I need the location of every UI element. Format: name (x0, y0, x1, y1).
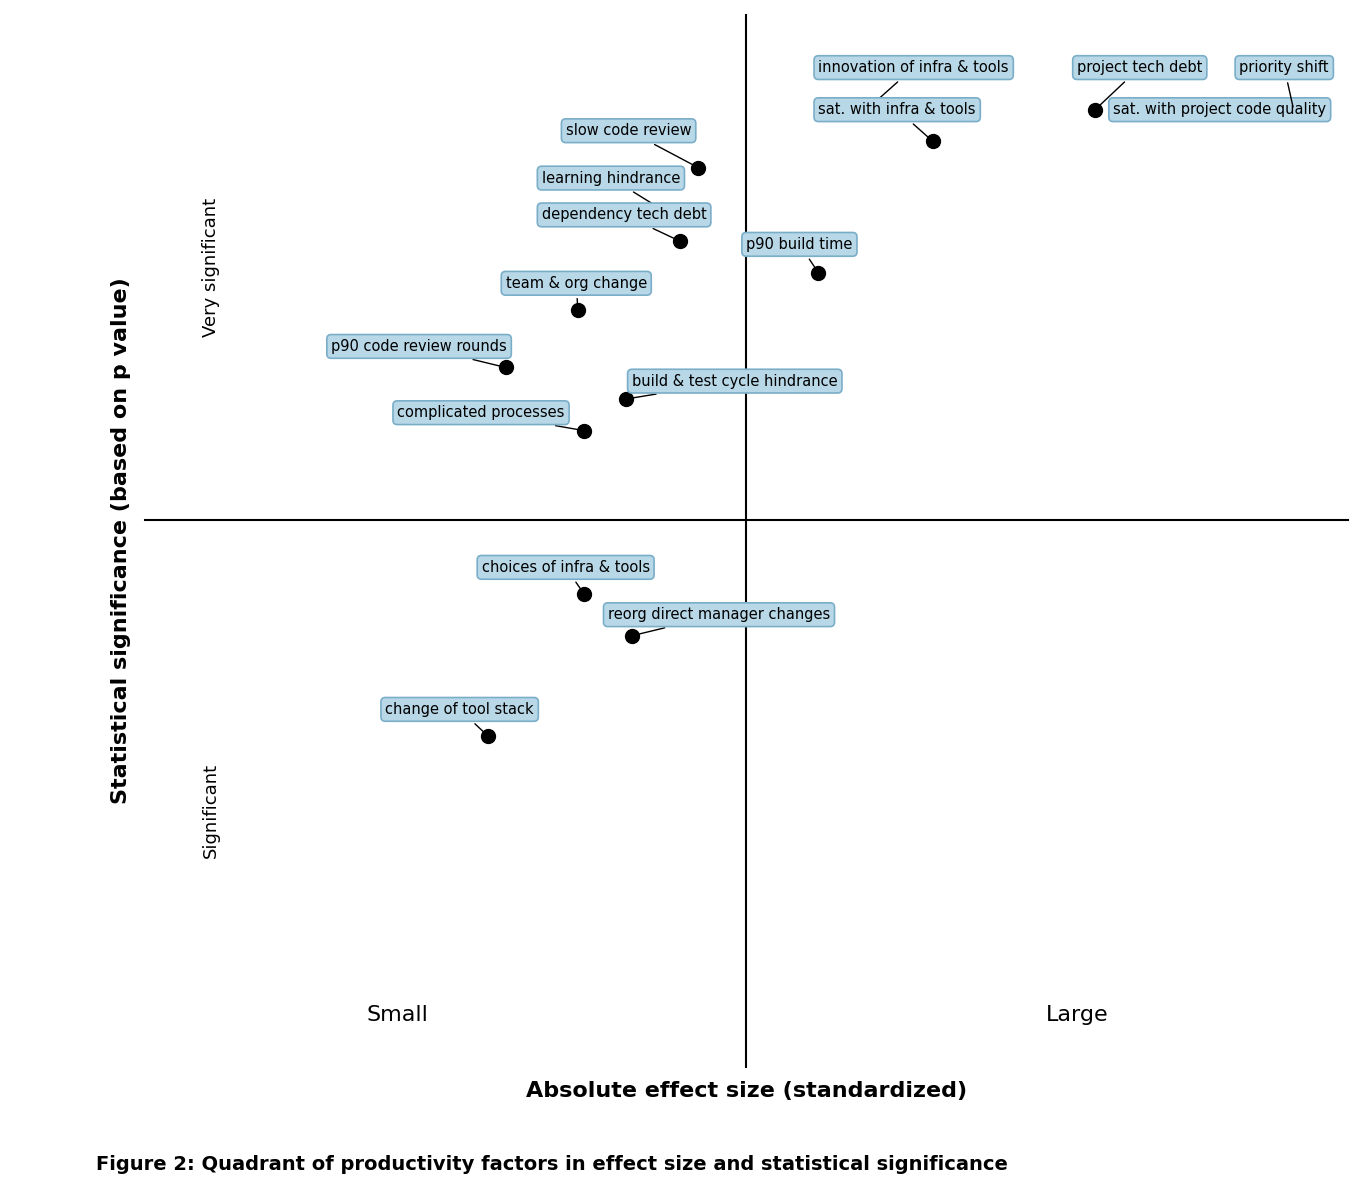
Text: priority shift: priority shift (1239, 60, 1329, 107)
Text: Large: Large (1046, 1004, 1109, 1025)
Text: sat. with project code quality: sat. with project code quality (1113, 102, 1327, 118)
Text: choices of infra & tools: choices of infra & tools (482, 560, 650, 592)
Text: Significant: Significant (201, 762, 220, 858)
Text: dependency tech debt: dependency tech debt (542, 208, 706, 240)
Text: reorg direct manager changes: reorg direct manager changes (608, 607, 830, 635)
Y-axis label: Statistical significance (based on p value): Statistical significance (based on p val… (111, 277, 131, 804)
Text: Small: Small (367, 1004, 428, 1025)
Text: p90 build time: p90 build time (746, 236, 853, 270)
Text: sat. with infra & tools: sat. with infra & tools (819, 102, 976, 139)
X-axis label: Absolute effect size (standardized): Absolute effect size (standardized) (526, 1081, 967, 1102)
Text: change of tool stack: change of tool stack (385, 702, 534, 733)
Text: project tech debt: project tech debt (1077, 60, 1202, 108)
Text: p90 code review rounds: p90 code review rounds (331, 338, 507, 367)
Text: learning hindrance: learning hindrance (542, 170, 680, 208)
Text: Very significant: Very significant (201, 198, 220, 337)
Text: team & org change: team & org change (505, 276, 648, 307)
Text: slow code review: slow code review (565, 124, 695, 167)
Text: build & test cycle hindrance: build & test cycle hindrance (628, 373, 838, 398)
Text: Figure 2: Quadrant of productivity factors in effect size and statistical signif: Figure 2: Quadrant of productivity facto… (96, 1154, 1008, 1174)
Text: innovation of infra & tools: innovation of infra & tools (819, 60, 1009, 108)
Text: complicated processes: complicated processes (397, 406, 580, 430)
